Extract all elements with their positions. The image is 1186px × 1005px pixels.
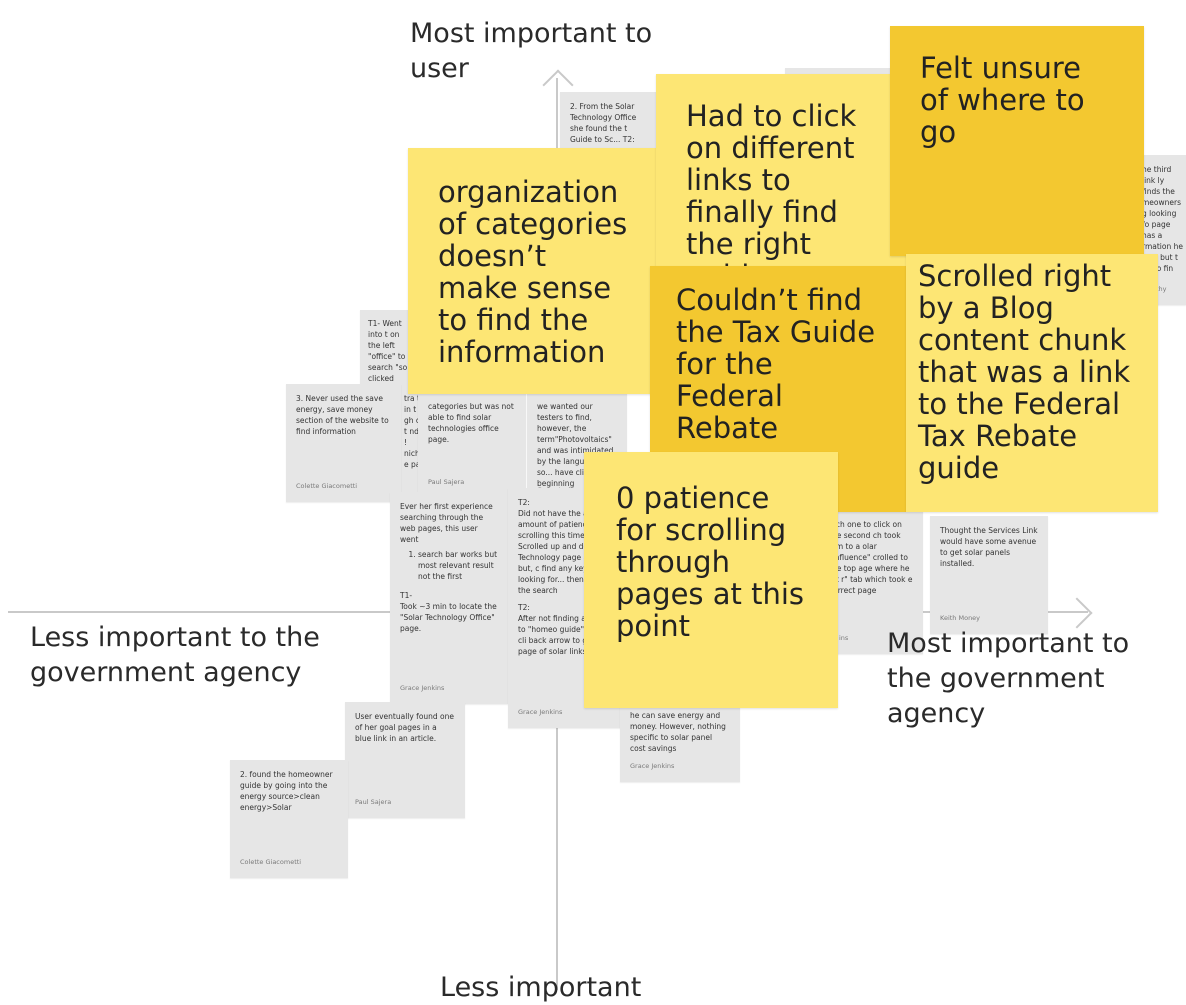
note-card-text: 3. Never used the save energy, save mone… [296, 394, 389, 436]
note-card-author: athy [1152, 285, 1167, 293]
note-card-never-used[interactable]: 3. Never used the save energy, save mone… [286, 384, 404, 502]
note-card-text: tra t in t gh d t nd ! nich e pa [404, 394, 421, 469]
note-card-text: User eventually found one of her goal pa… [355, 712, 455, 743]
sticky-note-text: Couldn’t find the Tax Guide for the Fede… [676, 283, 876, 445]
horizontal-axis-arrowhead [1061, 597, 1093, 629]
sticky-note-text: organization of categories doesn’t make … [438, 175, 628, 369]
note-card-author: Keith Money [940, 614, 981, 622]
note-card-blue-link[interactable]: User eventually found one of her goal pa… [345, 702, 465, 818]
note-card-text: Took ~3 min to locate the "Solar Technol… [400, 602, 497, 633]
note-card-author: Colette Giacometti [296, 482, 358, 490]
note-card-author: Paul Sajera [355, 798, 392, 806]
sticky-note-text: Scrolled right by a Blog content chunk t… [918, 259, 1131, 485]
sticky-note-unsure[interactable]: Felt unsure of where to go [890, 26, 1144, 256]
note-card-subheading: T2: [518, 498, 530, 507]
note-card-text: 2. found the homeowner guide by going in… [240, 770, 333, 812]
note-card-author: Colette Giacometti [240, 858, 302, 866]
note-card-text: he can save energy and money. However, n… [630, 711, 726, 753]
note-card-author: Grace Jenkins [518, 708, 563, 716]
note-card-text: Thought the Services Link would have som… [940, 526, 1038, 568]
axis-label-left: Less important to the government agency [30, 622, 320, 688]
note-card-text: hich one to click on the second ch took … [829, 520, 913, 595]
sticky-note-text: Had to click on different links to final… [686, 99, 857, 270]
note-card-categories[interactable]: categories but was not able to find sola… [418, 392, 526, 498]
note-card-list: search bar works but most relevant resul… [400, 549, 498, 582]
axis-label-right: Most important to the government agency [887, 628, 1130, 729]
note-card-subheading: T1- [400, 591, 413, 600]
note-card-services[interactable]: Thought the Services Link would have som… [930, 516, 1048, 634]
note-card-wanted[interactable]: we wanted our testers to find, however, … [527, 392, 627, 500]
note-card-author: Grace Jenkins [400, 684, 445, 692]
note-card-text: After not finding a related to "homeo gu… [518, 614, 618, 656]
sticky-note-click-links[interactable]: Had to click on different links to final… [656, 74, 910, 270]
note-card-text: he third link ly finds the meowners g lo… [1142, 165, 1183, 273]
note-card-subheading: T2: [518, 603, 530, 612]
sticky-note-text: 0 patience for scrolling through pages a… [616, 481, 805, 643]
note-card-text: Did not have the a amount of patience sc… [518, 509, 614, 595]
note-card-author: Paul Sajera [428, 478, 465, 486]
sticky-note-zero-patience[interactable]: 0 patience for scrolling through pages a… [584, 452, 838, 708]
note-card-text: 2. From the Solar Technology Office she … [570, 102, 637, 144]
note-card-text: categories but was not able to find sola… [428, 402, 514, 444]
note-card-text: T1- Went into t on the left "office" to … [368, 319, 408, 392]
note-card-save-energy[interactable]: he can save energy and money. However, n… [620, 700, 740, 782]
note-card-text: we wanted our testers to find, however, … [537, 402, 614, 488]
sticky-note-text: Felt unsure of where to go [920, 51, 1085, 149]
note-card-went-into[interactable]: T1- Went into t on the left "office" to … [360, 310, 416, 392]
note-card-search-pages[interactable]: Ever her first experience searching thro… [390, 492, 508, 704]
sticky-note-scrolled-right[interactable]: Scrolled right by a Blog content chunk t… [906, 254, 1158, 512]
note-card-author: Grace Jenkins [630, 762, 675, 770]
note-card-author: ins [839, 634, 849, 642]
axis-label-bottom: Less important [440, 972, 642, 1003]
sticky-note-organization[interactable]: organization of categories doesn’t make … [408, 148, 662, 394]
note-card-list-item: search bar works but most relevant resul… [418, 549, 498, 582]
axis-label-top: Most important to user [410, 18, 653, 84]
note-card-text: Ever her first experience searching thro… [400, 502, 493, 544]
note-card-homeowner[interactable]: 2. found the homeowner guide by going in… [230, 760, 348, 878]
